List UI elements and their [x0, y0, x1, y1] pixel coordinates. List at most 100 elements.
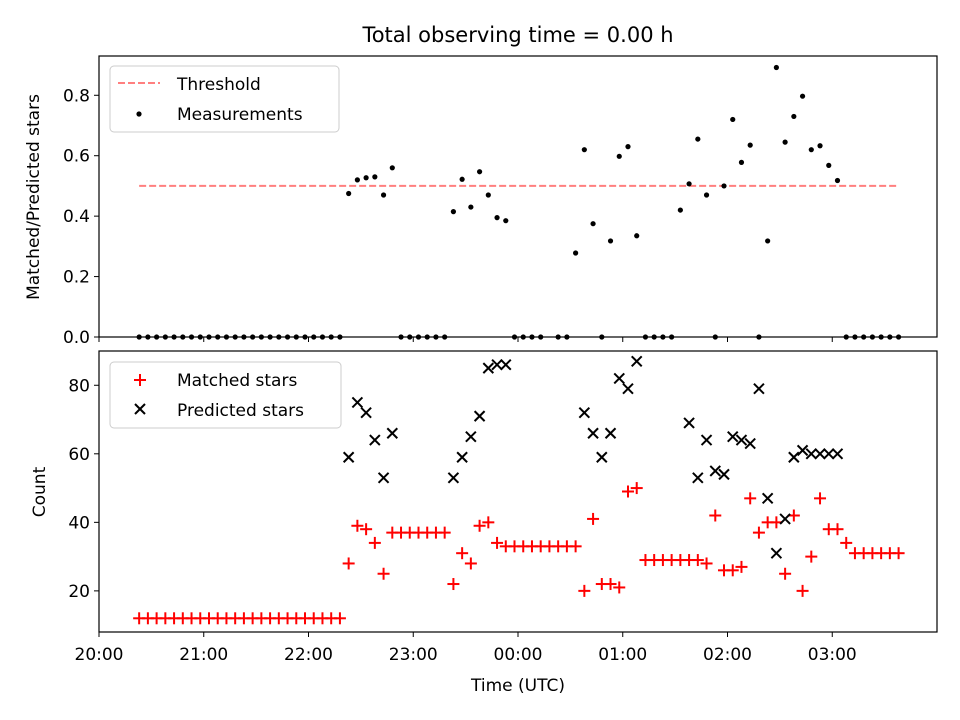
matched-star-point [456, 547, 469, 560]
bottom-panel: 20 40 60 80 20:00 21:00 22:00 23:00 00:00 01:00 02… [30, 350, 938, 696]
matched-star-point [473, 519, 486, 532]
measurement-point [703, 192, 710, 198]
measurement-point [485, 192, 491, 198]
matched-star-point [464, 557, 477, 570]
chart-title: Total observing time = 0.00 h [361, 23, 673, 47]
matched-star-point [735, 560, 748, 573]
measurement-point [791, 113, 797, 120]
predicted-star-point [744, 437, 756, 450]
top-axes-frame [98, 55, 938, 338]
matched-star-point [726, 564, 739, 577]
predicted-star-point [482, 362, 495, 374]
measurement-point [476, 169, 483, 175]
matched-star-point [744, 492, 757, 505]
predicted-marker-b [796, 444, 809, 457]
predicted-star-point [761, 492, 774, 505]
x-tick-label: 22:00 [284, 645, 333, 665]
matched-star-point [447, 578, 460, 591]
matched-star-point [491, 536, 504, 549]
predicted-star-point [465, 430, 477, 443]
x-tick-label: 00:00 [494, 645, 543, 665]
predicted-marker-b [779, 513, 791, 525]
x-tick-label: 03:00 [808, 645, 857, 665]
matched-star-point [840, 536, 853, 549]
predicted-marker-b [735, 434, 748, 446]
measurement-point [738, 159, 745, 165]
matched-star-point [709, 509, 722, 522]
top-y-axis-label: Matched/Predicted stars [24, 94, 44, 300]
predicted-star-point [456, 451, 468, 463]
measurement-point [799, 93, 806, 99]
predicted-star-point [500, 359, 512, 371]
predicted-marker-b [587, 427, 599, 439]
predicted-star-point [814, 448, 826, 460]
predicted-star-point [823, 448, 835, 460]
matched-star-point [342, 557, 355, 570]
predicted-marker-b [683, 417, 695, 429]
measurement-point [625, 144, 631, 150]
predicted-legend-icon [134, 403, 146, 415]
bottom-ticks: 20 40 60 80 20:00 21:00 22:00 23:00 00:00 01:00 02… [68, 376, 856, 665]
matched-star-point [779, 567, 792, 580]
measurement-point [773, 64, 779, 71]
predicted-marker-b [613, 372, 625, 385]
matched-legend-icon [134, 374, 146, 386]
predicted-marker-b [491, 359, 503, 371]
y-tick-label: 0.6 [63, 147, 90, 167]
measurement-point [747, 142, 753, 148]
predicted-marker-b [753, 382, 765, 395]
measurement-point [468, 204, 474, 210]
measurement-point [686, 181, 692, 187]
matched-star-point [604, 578, 617, 591]
measurement-point [354, 177, 360, 183]
x-tick-label: 20:00 [75, 645, 124, 665]
predicted-marker-b [814, 448, 826, 460]
predicted-star-point [692, 472, 704, 484]
matched-star-point [578, 584, 591, 597]
y-tick-label: 60 [68, 445, 90, 465]
matched-star-point [831, 523, 844, 536]
predicted-marker-b [831, 448, 844, 460]
predicted-star-point [596, 451, 608, 463]
top-legend: Threshold Measurements [109, 65, 340, 133]
measurement-point [730, 116, 736, 123]
measurements-legend-icon [136, 111, 142, 117]
predicted-marker-b [770, 547, 783, 559]
measurement-point [503, 218, 509, 224]
predicted-star-point [805, 448, 818, 460]
predicted-marker-b [788, 451, 800, 463]
measurement-point [590, 221, 596, 227]
predicted-star-point [735, 434, 748, 446]
measurement-point [459, 176, 465, 182]
measurement-point [581, 147, 587, 153]
predicted-marker-b [692, 472, 704, 484]
measurement-point [607, 238, 614, 244]
matched-star-point [587, 512, 600, 525]
measurement-point [826, 162, 832, 168]
predicted-marker-b [465, 430, 477, 443]
predicted-marker-b [700, 434, 713, 446]
x-tick-label: 01:00 [598, 645, 647, 665]
predicted-star-point [718, 468, 730, 481]
predicted-marker-b [456, 451, 468, 463]
predicted-star-point [587, 427, 599, 439]
predicted-star-point [342, 451, 355, 463]
top-ticks: 0.0 0.2 0.4 0.6 0.8 [63, 86, 833, 348]
predicted-marker-b [604, 427, 617, 439]
predicted-marker-b [342, 451, 355, 463]
matched-star-point [438, 526, 451, 539]
predicted-star-point [779, 513, 791, 525]
measurements-legend-label: Measurements [177, 105, 303, 125]
measurement-point [721, 183, 727, 189]
predicted-star-point [831, 448, 844, 460]
predicted-star-point [386, 427, 399, 439]
top-panel: 0.00.20.40.60.8 Matched/Predicted stars … [24, 55, 938, 348]
matched-star-point [613, 581, 626, 594]
predicted-star-point [753, 382, 765, 395]
predicted-marker-b [744, 437, 756, 450]
predicted-star-point [700, 434, 713, 446]
predicted-marker-b [369, 434, 381, 446]
predicted-marker-b [718, 468, 730, 481]
predicted-marker-b [631, 355, 643, 367]
